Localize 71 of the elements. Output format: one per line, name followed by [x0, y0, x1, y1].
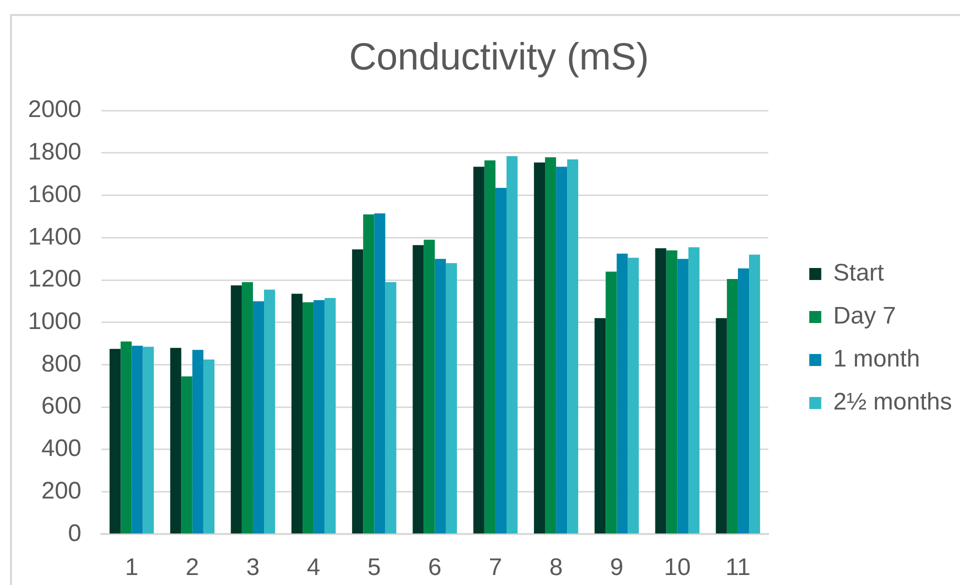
bar	[110, 348, 121, 534]
y-tick-label: 200	[41, 477, 82, 504]
y-tick-label: 1000	[28, 308, 82, 336]
bar	[473, 166, 484, 534]
chart-title: Conductivity (mS)	[349, 36, 649, 78]
bar	[606, 272, 617, 534]
bar	[374, 213, 386, 534]
bar	[385, 282, 396, 534]
y-tick-label: 1600	[28, 180, 82, 208]
y-tick-label: 800	[41, 350, 82, 378]
bar	[181, 376, 192, 534]
bar	[594, 318, 606, 534]
bar	[716, 318, 727, 534]
bar	[324, 298, 336, 534]
y-tick-label: 0	[68, 520, 82, 547]
x-tick-label: 9	[610, 554, 624, 582]
x-tick-label: 3	[246, 554, 260, 582]
bar	[749, 254, 760, 534]
bar	[120, 341, 132, 534]
bar	[545, 157, 556, 534]
bar	[655, 248, 666, 534]
y-tick-label: 1800	[28, 138, 82, 166]
bar	[688, 247, 700, 534]
y-tick-label: 1200	[28, 266, 82, 293]
bar	[302, 302, 314, 534]
bar	[424, 240, 435, 534]
bar	[556, 166, 568, 534]
bar	[132, 346, 143, 534]
y-tick-label: 600	[41, 392, 82, 420]
y-tick-label: 1400	[28, 223, 82, 250]
x-tick-label: 6	[428, 554, 442, 582]
bar	[242, 282, 253, 534]
bar	[412, 245, 424, 534]
bar	[170, 348, 182, 534]
bar	[616, 254, 628, 534]
bar	[628, 258, 639, 534]
bar	[230, 285, 242, 534]
x-tick-label: 5	[368, 554, 381, 582]
legend-label: 1 month	[833, 346, 920, 373]
bar	[534, 162, 546, 534]
bar	[142, 346, 154, 534]
legend-label: Start	[833, 260, 884, 287]
bar	[446, 263, 457, 534]
x-tick-label: 4	[306, 554, 320, 582]
bar	[291, 294, 303, 534]
legend-label: Day 7	[833, 302, 896, 330]
bar	[484, 160, 496, 534]
y-tick-label: 400	[41, 435, 82, 462]
bar	[352, 249, 364, 534]
bar	[264, 290, 276, 534]
bar	[567, 159, 578, 534]
bar	[314, 300, 325, 534]
legend-label: 2½ months	[833, 388, 952, 416]
x-tick-label: 11	[725, 554, 750, 582]
bar	[506, 156, 518, 534]
bar	[363, 214, 374, 534]
x-tick-label: 1	[125, 554, 138, 582]
bar	[434, 258, 446, 534]
bar	[666, 250, 678, 534]
x-tick-label: 10	[664, 554, 691, 582]
y-tick-label: 2000	[28, 96, 82, 124]
bar	[677, 258, 688, 534]
bar	[192, 350, 204, 534]
bar	[252, 301, 264, 534]
bar	[726, 278, 738, 534]
bar	[738, 268, 750, 534]
x-tick-label: 7	[488, 554, 502, 582]
x-tick-label: 8	[549, 554, 563, 582]
x-tick-label: 2	[186, 554, 200, 582]
bar	[495, 188, 507, 534]
bar	[203, 359, 214, 534]
